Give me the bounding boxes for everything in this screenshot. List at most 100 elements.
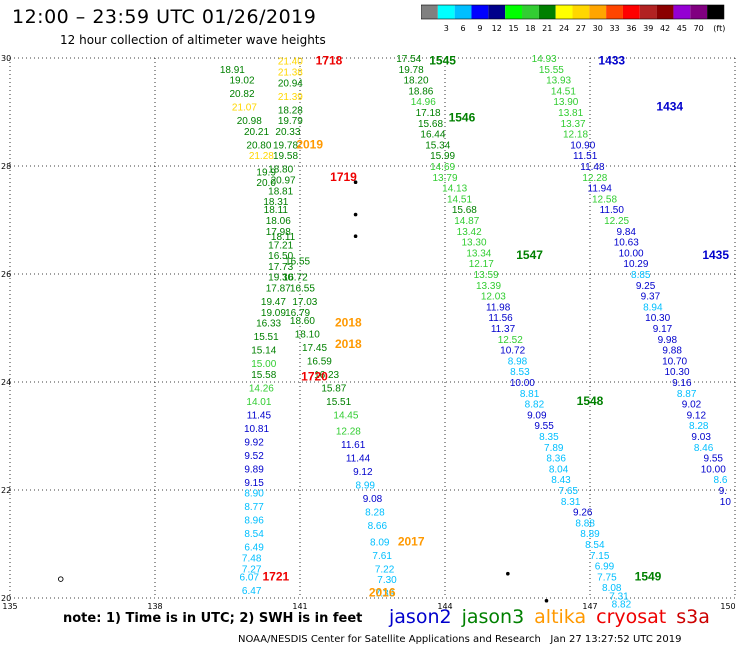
wave-height-label: 13.93: [546, 76, 571, 87]
wave-height-label: 17.45: [302, 343, 327, 354]
wave-height-label: 8.54: [244, 529, 264, 540]
wave-height-label: 18.80: [268, 165, 293, 176]
color-swatch: [589, 5, 607, 19]
wave-height-label: 8.6: [714, 475, 728, 486]
wave-height-label: 20.98: [237, 116, 262, 127]
wave-height-label: 10.00: [510, 378, 535, 389]
wave-height-label: 15.51: [326, 397, 351, 408]
pass-number-label: 1548: [577, 394, 604, 408]
wave-height-label: 16.23: [314, 370, 339, 381]
pass-number-label: 1546: [449, 110, 476, 124]
credit-line: NOAA/NESDIS Center for Satellite Applica…: [238, 634, 682, 645]
wave-height-label: 11.98: [486, 302, 511, 313]
wave-height-label: 18.31: [263, 197, 288, 208]
x-tick-label: 141: [292, 602, 307, 610]
wave-height-label: 12.03: [481, 292, 506, 303]
legend-item-altika: altika: [534, 606, 587, 628]
island-mark: [353, 234, 358, 238]
color-scale-label: 18: [525, 24, 535, 33]
wave-height-label: 19.09: [261, 308, 286, 319]
wave-height-label: 18.86: [408, 86, 433, 97]
wave-height-label: 16.72: [283, 273, 308, 284]
x-tick-label: 150: [720, 602, 735, 610]
wave-height-label: 8.98: [508, 356, 528, 367]
wave-height-label: 16.44: [420, 130, 445, 141]
y-tick-label: 28: [1, 162, 11, 171]
pass-number-label: 1549: [635, 569, 662, 583]
wave-height-label: 12.18: [563, 130, 588, 141]
wave-height-label: 19.79: [278, 116, 303, 127]
wave-height-label: 7.75: [597, 572, 617, 583]
wave-height-label: 11.37: [491, 324, 516, 335]
wave-height-label: 8.82: [525, 400, 545, 411]
wave-height-label: 8.66: [368, 521, 388, 532]
y-tick-label: 26: [1, 270, 11, 279]
x-tick-label: 144: [437, 602, 452, 610]
wave-height-label: 18.20: [403, 76, 428, 87]
wave-height-label: 16.50: [268, 251, 293, 262]
wave-height-label: 18.91: [220, 65, 245, 76]
wave-height-label: 18.11: [264, 205, 289, 216]
color-scale-label: 36: [626, 24, 636, 33]
wave-height-label: 9.55: [534, 421, 554, 432]
wave-height-label: 21.39: [278, 92, 303, 103]
wave-height-label: 15.51: [254, 332, 279, 343]
wave-height-label: 18.11: [271, 232, 296, 243]
wave-height-label: 8.94: [643, 302, 663, 313]
color-scale-label: 30: [593, 24, 603, 33]
color-scale-label: 33: [609, 24, 619, 33]
wave-height-label: 11.56: [488, 313, 513, 324]
wave-height-label: 9.26: [573, 508, 593, 519]
wave-height-label: 11.94: [588, 184, 613, 195]
wave-height-label: 9.02: [682, 400, 702, 411]
wave-height-label: 18.28: [278, 105, 303, 116]
wave-height-label: 10.29: [623, 259, 648, 270]
wave-height-label: 8.99: [356, 481, 376, 492]
wave-height-label: 8.04: [549, 464, 569, 475]
wave-height-label: 13.79: [432, 173, 457, 184]
pass-number-label: 2018: [335, 316, 362, 330]
wave-height-label: 19.78: [399, 65, 424, 76]
wave-height-label: 8.88: [575, 518, 595, 529]
color-scale-bar: 3 6 9 12 15 18 21 24 27 30 33 36 39 42 45 70 (ft): [421, 4, 725, 33]
wave-height-label: 17.18: [416, 108, 441, 119]
pass-number-label: 1718: [316, 54, 343, 68]
wave-height-label: 9.09: [527, 410, 547, 421]
wave-height-label: 8.96: [244, 516, 264, 527]
wave-height-label: 10.00: [701, 464, 726, 475]
color-scale-unit: (ft): [713, 24, 725, 33]
color-scale-label: 27: [576, 24, 586, 33]
wave-height-label: 20.94: [278, 78, 303, 89]
y-tick-label: 30: [1, 54, 11, 63]
wave-height-label: 14.93: [532, 54, 557, 65]
wave-height-label: 7.39: [375, 589, 395, 600]
wave-height-label: 13.34: [466, 248, 491, 259]
wave-height-label: 8.54: [585, 540, 605, 551]
page-subtitle: 12 hour collection of altimeter wave hei…: [60, 33, 326, 47]
pass-number-label: 1434: [656, 100, 683, 114]
pass-number-label: 2018: [335, 337, 362, 351]
wave-height-label: 11.44: [346, 454, 371, 465]
wave-height-label: 8.82: [612, 599, 632, 610]
wave-height-label: 19.02: [229, 76, 254, 87]
wave-height-label: 12.25: [604, 216, 629, 227]
wave-height-label: 15.14: [251, 346, 276, 357]
wave-height-label: 10.70: [662, 356, 687, 367]
wave-height-label: 16.55: [290, 284, 315, 295]
wave-height-label: 12.58: [592, 194, 617, 205]
satellite-legend: jason2 jason3 altika cryosat s3a: [389, 606, 720, 628]
wave-height-label: 8.89: [580, 529, 600, 540]
wave-height-label: 8.53: [510, 367, 530, 378]
wave-height-label: 14.26: [249, 383, 274, 394]
legend-item-s3a: s3a: [676, 606, 710, 628]
pass-number-label: 1435: [702, 248, 729, 262]
wave-height-label: 8.81: [520, 389, 540, 400]
pass-number-label: 1547: [516, 248, 543, 262]
wave-height-label: 20.80: [246, 140, 271, 151]
island-mark: [353, 180, 358, 184]
color-swatch: [673, 5, 691, 19]
color-scale-label: 3: [444, 24, 449, 33]
wave-height-label: 18.60: [290, 316, 315, 327]
wave-height-label: 8.09: [370, 537, 390, 548]
wave-height-label: 16.79: [285, 308, 310, 319]
